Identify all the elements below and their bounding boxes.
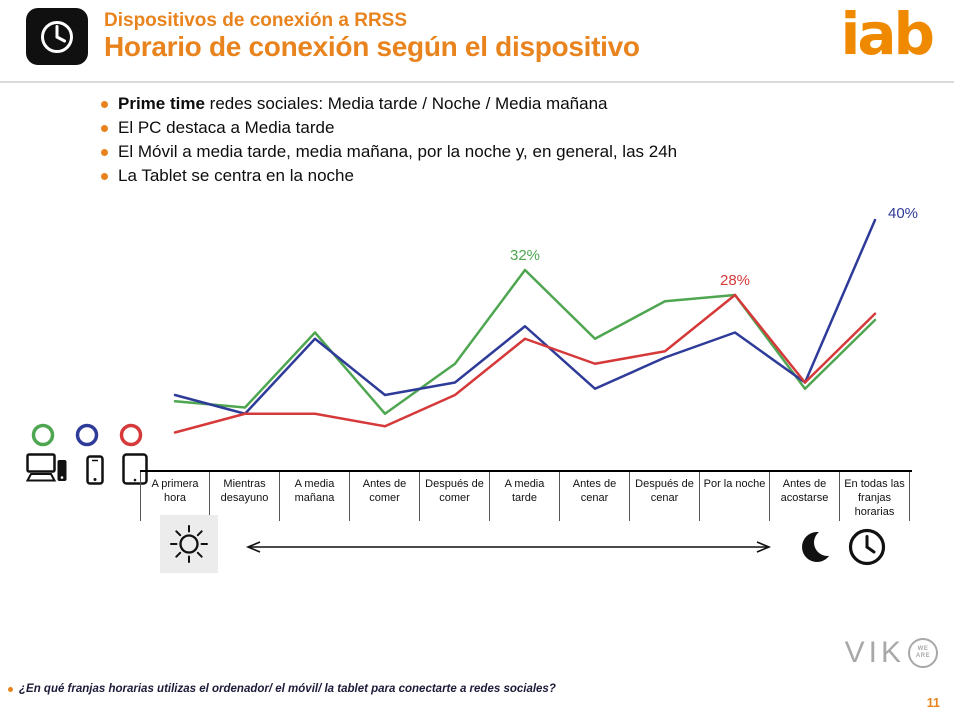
smartphone-icon — [86, 455, 104, 485]
viko-logo: VIK WE ARE — [845, 636, 938, 670]
device-legend — [26, 422, 148, 485]
header-divider — [0, 81, 954, 83]
x-axis-label: En todas las franjas horarias — [840, 472, 910, 522]
legend-devices — [26, 453, 148, 485]
clock-icon — [848, 528, 886, 566]
point-label: 28% — [720, 272, 750, 289]
legend-circles — [26, 422, 148, 448]
clock-icon — [41, 20, 73, 53]
x-axis-label: Mientras desayuno — [210, 472, 280, 522]
bullet-item: La Tablet se centra en la noche — [101, 164, 898, 188]
slide-kicker: Dispositivos de conexión a RRSS — [104, 10, 408, 31]
viko-tagline: WE ARE — [915, 646, 931, 659]
bullet-item: El PC destaca a Media tarde — [101, 116, 898, 140]
series-line-movil — [173, 218, 877, 415]
series-line-tablet — [173, 293, 877, 434]
x-axis-label: Antes de cenar — [560, 472, 630, 522]
viko-logo-circle: WE ARE — [908, 638, 938, 668]
moon-icon — [802, 532, 832, 562]
point-label: 32% — [510, 247, 540, 264]
page-title: Horario de conexión según el dispositivo — [104, 31, 640, 62]
footnote-text: ¿En qué franjas horarias utilizas el ord… — [19, 683, 556, 695]
x-axis-label: A media tarde — [490, 472, 560, 522]
blue-circle-icon — [75, 423, 99, 447]
x-axis: A primera hora Mientras desayuno A media m… — [140, 470, 912, 522]
point-label: 40% — [888, 205, 918, 222]
x-axis-label: Antes de comer — [350, 472, 420, 522]
bullet-item: El Móvil a media tarde, media mañana, po… — [101, 140, 898, 164]
bullet-list: Prime time redes sociales: Media tarde /… — [101, 92, 898, 188]
double-arrow-icon — [245, 541, 772, 553]
tablet-icon — [122, 453, 148, 485]
x-axis-label: A media mañana — [280, 472, 350, 522]
page-number: 11 — [926, 696, 940, 710]
bullet-item: Prime time redes sociales: Media tarde /… — [101, 92, 898, 116]
green-circle-icon — [31, 423, 55, 447]
footnote-bullet-icon — [8, 686, 13, 692]
series-line-ordenador — [173, 268, 877, 415]
computer-icon — [26, 453, 67, 482]
x-axis-label: A primera hora — [140, 472, 210, 522]
footnote: ¿En qué franjas horarias utilizas el ord… — [8, 683, 556, 695]
header-clock-badge — [26, 8, 88, 65]
x-axis-label: Por la noche — [700, 472, 770, 522]
clock-wrap — [846, 526, 888, 568]
sun-box — [160, 515, 218, 573]
moon-wrap — [800, 527, 838, 567]
x-axis-label: Después de comer — [420, 472, 490, 522]
iab-logo: iab — [840, 0, 935, 68]
viko-logo-text: VIK — [844, 636, 905, 669]
x-axis-label: Antes de acostarse — [770, 472, 840, 522]
red-circle-icon — [119, 423, 143, 447]
sun-icon — [170, 525, 208, 563]
chart-svg: 32% 28% 40% — [173, 205, 918, 434]
x-axis-label: Después de cenar — [630, 472, 700, 522]
time-span-arrow — [236, 539, 781, 555]
